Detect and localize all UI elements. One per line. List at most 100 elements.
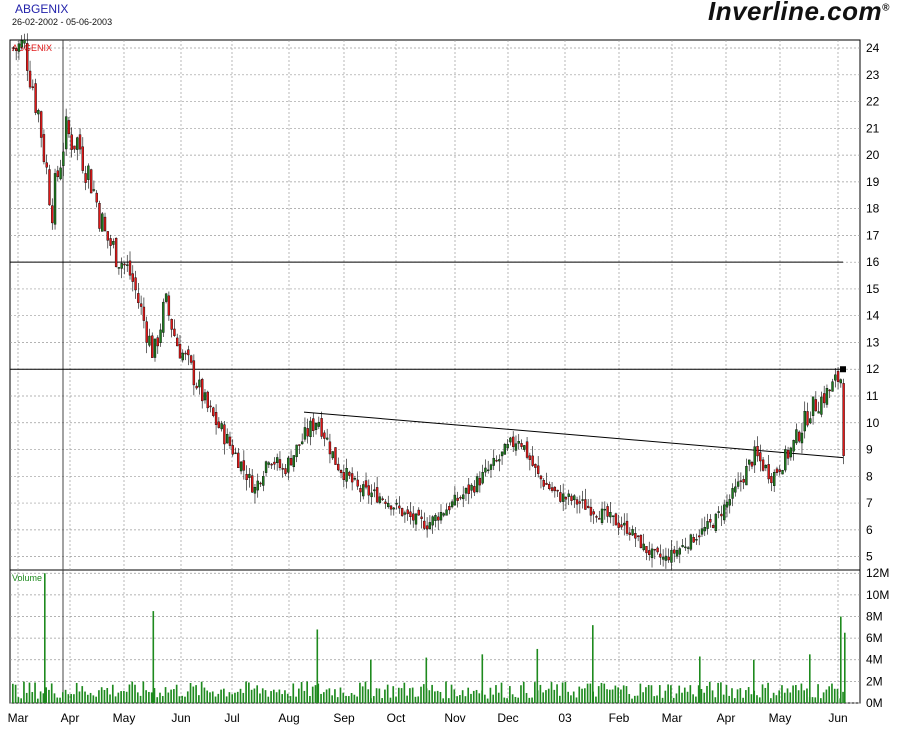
candle-up <box>220 423 223 430</box>
candle-down <box>398 505 401 509</box>
candle-down <box>167 295 171 316</box>
volume-bar <box>772 692 775 703</box>
price-y-tick-label: 17 <box>866 228 880 242</box>
candle-up <box>717 511 720 513</box>
candle-down <box>586 505 590 508</box>
volume-bar <box>470 693 472 703</box>
candle-up <box>661 557 665 560</box>
volume-bar <box>614 685 617 703</box>
candle-up <box>681 545 684 548</box>
volume-bar <box>670 685 672 703</box>
candle-up <box>331 451 334 459</box>
volume-bar <box>650 685 653 703</box>
volume-bar <box>214 696 217 703</box>
volume-bar <box>123 690 125 703</box>
candle-down <box>334 447 337 465</box>
candle-up <box>439 512 443 521</box>
candle-down <box>228 436 232 446</box>
candle-up <box>831 381 834 392</box>
candle-up <box>475 476 479 492</box>
candle-down <box>34 83 37 113</box>
candle-down <box>356 479 359 487</box>
volume-bar <box>728 695 731 703</box>
volume-bar <box>436 690 439 703</box>
volume-bar <box>522 681 525 703</box>
volume-bar <box>620 689 622 703</box>
volume-bar <box>589 683 592 703</box>
candle-down <box>553 486 557 492</box>
volume-bar <box>578 686 581 703</box>
volume-bar <box>253 688 256 703</box>
volume-bar <box>711 690 714 703</box>
volume-bar <box>761 684 764 703</box>
candle-up <box>395 502 398 505</box>
candle-down <box>659 553 662 558</box>
volume-bar <box>78 691 81 703</box>
candle-up <box>573 495 576 501</box>
candle-up <box>126 264 129 266</box>
volume-bar <box>442 698 445 703</box>
candle-up <box>428 522 432 529</box>
candle-down <box>270 463 273 466</box>
volume-bar <box>595 696 597 703</box>
candle-down <box>459 497 462 499</box>
volume-bar <box>342 692 345 703</box>
candle-down <box>289 458 293 466</box>
volume-bar <box>20 698 22 703</box>
volume-bar <box>797 690 800 703</box>
candle-down <box>187 349 190 356</box>
volume-bar <box>384 689 386 703</box>
candle-down <box>95 192 98 203</box>
volume-bar <box>478 693 481 703</box>
price-y-tick-label: 16 <box>866 255 880 269</box>
candle-down <box>539 475 543 480</box>
candle-up <box>609 512 612 518</box>
candle-down <box>173 328 176 336</box>
candle-down <box>495 459 498 462</box>
volume-y-tick-label: 2M <box>866 674 883 688</box>
candle-down <box>628 532 631 535</box>
volume-bar <box>128 684 131 703</box>
volume-bar <box>131 681 134 703</box>
candle-down <box>206 391 209 409</box>
volume-bar <box>606 689 608 703</box>
volume-bar <box>789 692 792 703</box>
price-y-tick-label: 5 <box>866 550 873 564</box>
volume-bar <box>284 690 286 703</box>
volume-bar <box>472 690 475 703</box>
candle-down <box>709 519 712 523</box>
candle-down <box>209 405 212 408</box>
candle-down <box>473 486 476 493</box>
candle-up <box>781 470 784 475</box>
volume-panel-label: Volume <box>12 573 42 583</box>
volume-bar <box>545 690 547 703</box>
candle-down <box>131 273 134 282</box>
candle-down <box>720 513 723 517</box>
candle-up <box>373 489 376 492</box>
candle-down <box>617 522 620 528</box>
candle-down <box>625 520 629 534</box>
volume-bar <box>464 696 467 703</box>
candle-down <box>828 389 831 392</box>
volume-spike-bar <box>316 629 319 703</box>
volume-bar <box>583 688 586 703</box>
candle-down <box>384 501 387 504</box>
volume-bar <box>134 684 136 703</box>
volume-bar <box>356 696 358 703</box>
volume-bar <box>364 681 367 703</box>
candle-down <box>223 424 226 445</box>
candle-down <box>412 513 415 521</box>
volume-bar <box>170 689 172 703</box>
volume-spike-bar <box>592 625 594 703</box>
candle-down <box>339 470 343 474</box>
volume-bar <box>564 681 567 703</box>
candle-down <box>636 535 640 538</box>
candle-up <box>234 452 237 455</box>
candle-up <box>481 471 484 484</box>
volume-bar <box>628 694 631 703</box>
candle-up <box>745 466 748 486</box>
candle-up <box>414 513 418 525</box>
candle-down <box>761 459 765 471</box>
x-tick-label: Mar <box>662 711 683 725</box>
candle-down <box>28 70 32 88</box>
